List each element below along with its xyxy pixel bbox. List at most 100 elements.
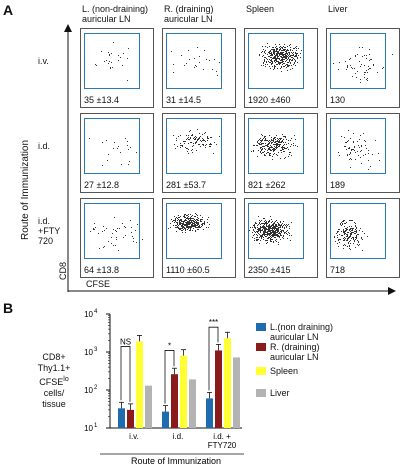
event-dot (355, 77, 357, 79)
event-dot (268, 230, 270, 232)
event-dot (189, 226, 191, 228)
event-dot (275, 49, 277, 51)
event-dot (182, 145, 183, 147)
event-dot (358, 241, 360, 243)
event-dot (107, 160, 109, 162)
event-dot (270, 63, 272, 65)
event-dot (339, 61, 340, 63)
event-dot (284, 48, 286, 50)
event-dot (102, 164, 104, 166)
event-dot (277, 230, 279, 232)
event-dot (264, 46, 266, 48)
event-dot (187, 135, 189, 137)
event-dot (191, 145, 193, 147)
event-dot (277, 47, 279, 49)
event-dot (276, 229, 278, 231)
event-dot (286, 61, 288, 63)
event-dot (204, 224, 206, 226)
event-dot (130, 219, 132, 221)
event-dot (188, 221, 190, 223)
event-dot (254, 231, 255, 233)
event-dot (188, 137, 190, 138)
event-dot (265, 53, 267, 55)
event-dot (263, 49, 265, 50)
event-dot (101, 142, 103, 144)
event-dot (289, 152, 291, 154)
event-dot (288, 57, 290, 59)
event-dot (255, 233, 257, 235)
event-dot (355, 235, 357, 236)
event-dot (275, 149, 277, 151)
event-dot (277, 48, 279, 50)
event-dot (184, 222, 186, 224)
event-dot (273, 143, 275, 145)
event-dot (128, 148, 129, 150)
event-dot (199, 214, 201, 216)
event-dot (283, 136, 285, 138)
event-dot (287, 61, 289, 63)
event-dot (279, 50, 281, 51)
event-dot (358, 46, 360, 48)
event-dot (272, 68, 274, 70)
event-dot (257, 228, 259, 230)
event-dot (268, 61, 270, 63)
event-dot (184, 225, 186, 227)
event-dot (278, 63, 280, 65)
event-dot (289, 53, 291, 55)
event-dot (268, 155, 270, 157)
event-dot (267, 142, 269, 144)
event-dot (357, 234, 359, 235)
event-dot (262, 234, 264, 236)
event-dot (352, 148, 354, 150)
event-dot (196, 226, 198, 228)
event-dot (357, 155, 359, 156)
event-dot (183, 228, 185, 230)
event-dot (281, 52, 283, 54)
ylabel-sup: lo (63, 376, 69, 383)
event-dot (292, 57, 294, 59)
event-dot (268, 231, 270, 232)
event-dot (268, 141, 270, 142)
event-dot (272, 224, 274, 226)
bar (162, 411, 169, 428)
event-dot (358, 243, 360, 245)
event-dot (280, 234, 281, 236)
event-dot (264, 236, 266, 238)
event-dot (295, 53, 297, 55)
event-dot (188, 217, 190, 219)
event-dot (273, 50, 275, 52)
event-dot (260, 223, 262, 225)
event-dot (343, 231, 345, 233)
event-dot (351, 158, 353, 160)
event-dot (354, 225, 356, 227)
event-dot (270, 233, 272, 235)
event-dot (272, 138, 274, 140)
event-dot (266, 139, 268, 141)
event-dot (259, 138, 261, 140)
event-dot (210, 145, 212, 147)
event-dot (98, 247, 100, 249)
event-dot (354, 229, 356, 231)
event-dot (290, 140, 291, 142)
event-dot (269, 55, 271, 57)
event-dot (297, 54, 299, 56)
event-dot (266, 222, 268, 224)
event-dot (347, 141, 349, 143)
event-dot (288, 234, 290, 236)
event-dot (290, 46, 292, 48)
event-dot (219, 136, 221, 138)
event-dot (347, 239, 349, 241)
event-dot (177, 225, 179, 227)
event-dot (289, 62, 291, 64)
event-dot (280, 226, 282, 228)
panel-a-letter: A (3, 2, 14, 18)
event-dot (269, 146, 271, 148)
event-dot (173, 64, 174, 66)
event-dot (344, 226, 346, 228)
event-dot (269, 238, 271, 240)
event-dot (269, 153, 271, 155)
event-dot (273, 224, 275, 225)
event-dot (196, 228, 198, 230)
event-dot (277, 232, 279, 234)
event-dot (194, 136, 196, 138)
